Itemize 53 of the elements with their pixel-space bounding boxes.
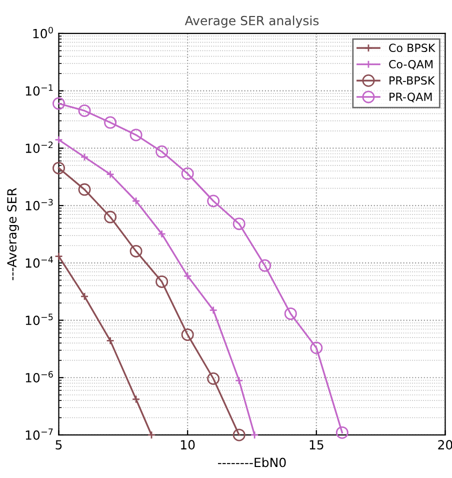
- point: [54, 252, 63, 261]
- y-tick-label: 10$^{−6}$: [26, 370, 53, 382]
- point: [132, 196, 140, 206]
- point: [232, 218, 246, 230]
- y-tick-label: 10$^{−5}$: [26, 314, 53, 326]
- x-tick-label: 20: [438, 440, 452, 450]
- point: [156, 275, 168, 288]
- point: [106, 336, 114, 345]
- point: [310, 342, 323, 354]
- point: [234, 376, 244, 385]
- point: [232, 428, 246, 442]
- point: [106, 170, 114, 178]
- x-tick-label: 10: [181, 440, 195, 450]
- y-tick-label: 10$^{−7}$: [26, 428, 53, 440]
- y-axis-title: ---Average SER: [7, 188, 19, 280]
- point: [207, 194, 220, 208]
- chart-title: Average SER analysis: [184, 16, 319, 28]
- point: [78, 183, 91, 196]
- point: [181, 167, 194, 180]
- point: [52, 162, 66, 174]
- y-tick-label: 10$^{−2}$: [26, 142, 53, 154]
- point: [284, 307, 297, 320]
- y-tick-label: 10$^{0}$: [33, 26, 53, 38]
- point: [336, 426, 348, 439]
- legend-label: PR-BPSK: [390, 76, 435, 85]
- point: [104, 210, 117, 224]
- point: [258, 259, 272, 272]
- point: [130, 244, 142, 258]
- point: [52, 97, 66, 110]
- point: [80, 292, 89, 301]
- y-tick-label: 10$^{−3}$: [26, 198, 53, 210]
- x-tick-label: 15: [310, 440, 324, 450]
- x-axis-title: --------EbN0: [218, 457, 286, 468]
- point: [80, 152, 89, 162]
- point: [209, 306, 218, 314]
- legend-label: PR-QAM: [390, 92, 432, 102]
- point: [78, 104, 91, 117]
- point: [158, 230, 166, 238]
- point: [132, 395, 140, 404]
- point: [104, 116, 117, 129]
- point: [130, 128, 142, 142]
- y-tick-label: 10$^{−1}$: [26, 84, 53, 96]
- point: [183, 272, 192, 280]
- legend-label: Co BPSK: [389, 44, 436, 52]
- point: [147, 430, 156, 440]
- legend-label: Co-QAM: [389, 60, 432, 70]
- point: [156, 145, 168, 158]
- x-tick-label: 5: [56, 440, 62, 450]
- point: [54, 136, 63, 144]
- point: [207, 372, 220, 385]
- point: [250, 430, 259, 440]
- y-tick-label: 10$^{−4}$: [26, 256, 53, 268]
- point: [181, 328, 194, 341]
